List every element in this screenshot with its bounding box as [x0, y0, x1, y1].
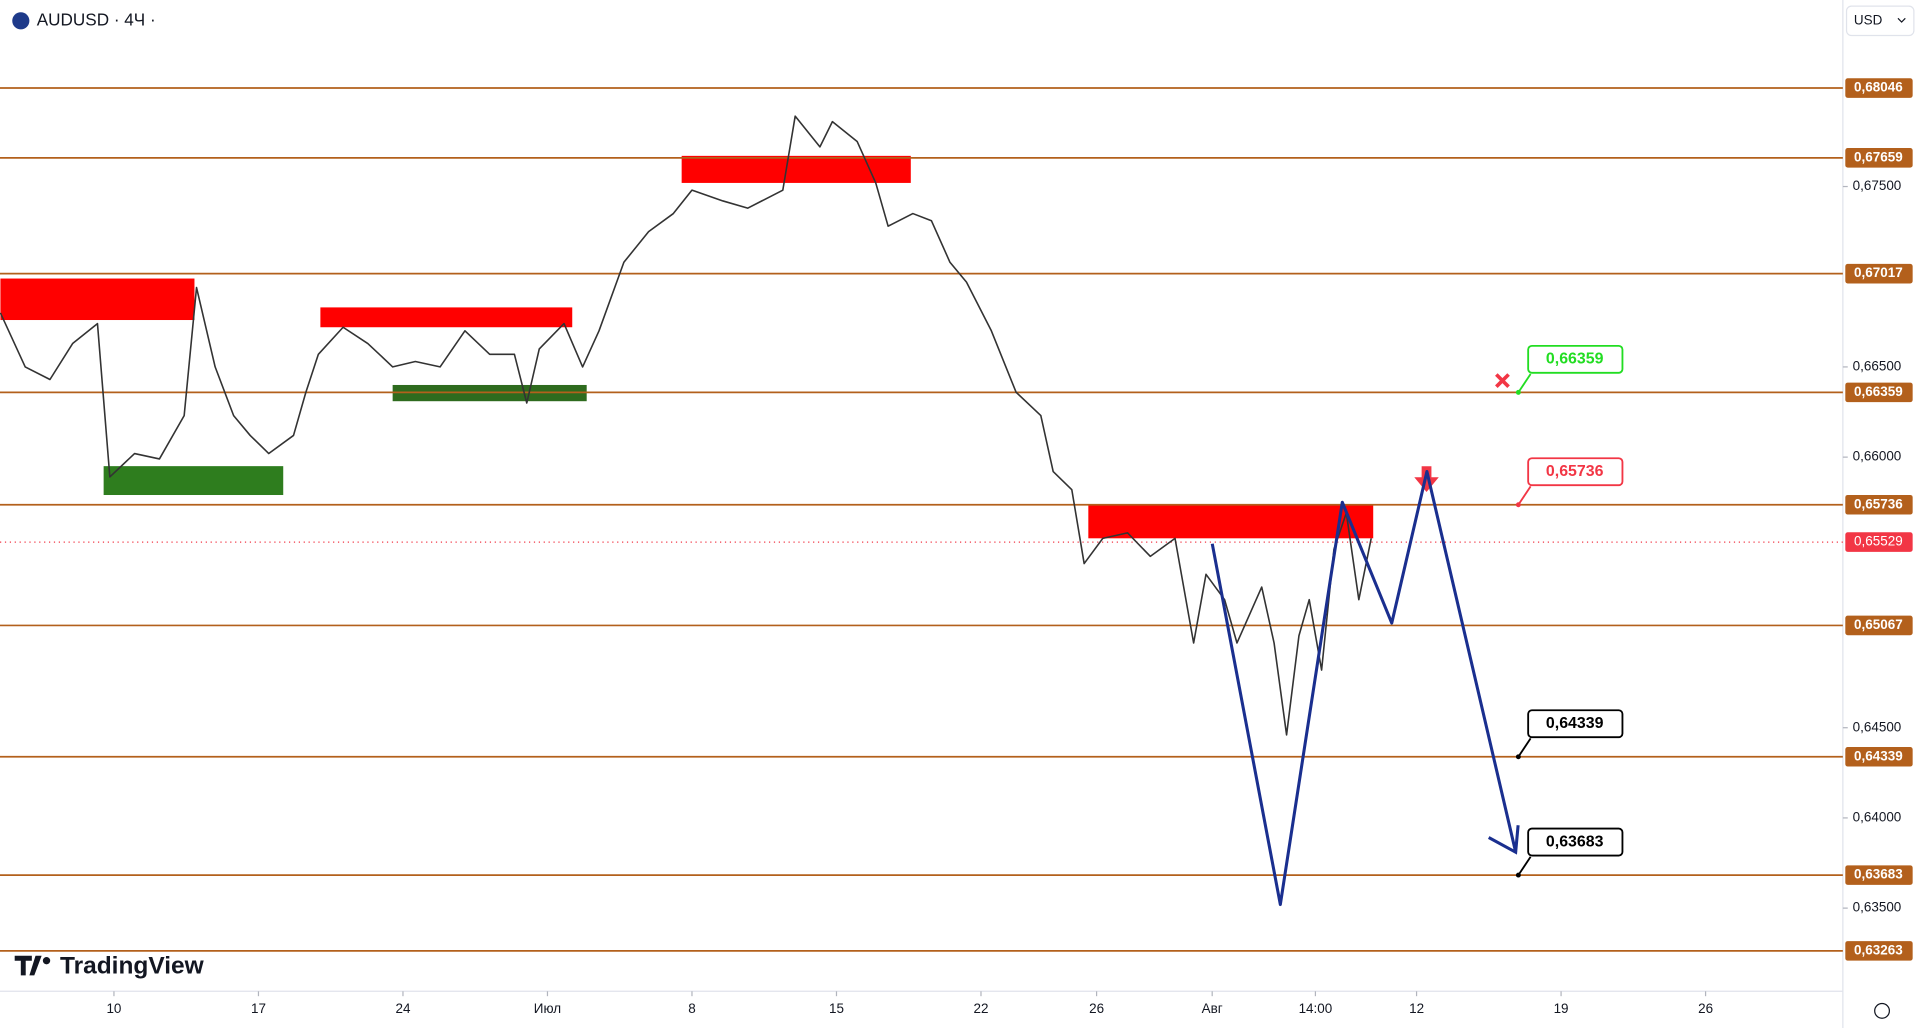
level-price-label: 0,65067 [1854, 617, 1903, 632]
currency-box[interactable] [1845, 5, 1915, 37]
level-price-label: 0,63263 [1854, 942, 1903, 957]
annotation-box [1527, 827, 1624, 857]
annotation-pointer [1517, 373, 1532, 393]
level-price-label: 0,63683 [1854, 867, 1903, 882]
x-tick-label: 8 [688, 1001, 695, 1016]
x-tick-label: 14:00 [1299, 1001, 1333, 1016]
symbol-title: AUDUSD · 4Ч · [37, 9, 156, 29]
level-price-tag [1845, 746, 1913, 767]
x-tick-label: Июл [534, 1001, 561, 1016]
level-price-label: 0,67017 [1854, 265, 1903, 280]
x-tick-label: 26 [1698, 1001, 1713, 1016]
annotation-pointer [1517, 856, 1532, 876]
zone [681, 155, 911, 183]
level-price-label: 0,64339 [1854, 748, 1903, 763]
zone [0, 278, 195, 321]
x-tick-label: 19 [1554, 1001, 1569, 1016]
settings-button[interactable] [1874, 1002, 1890, 1019]
level-price-label: 0,68046 [1854, 80, 1903, 95]
annotation-box [1527, 457, 1624, 487]
x-tick-label: 12 [1409, 1001, 1424, 1016]
level-price-label: 0,66359 [1854, 384, 1903, 399]
annotation-pointer [1517, 485, 1532, 506]
y-tick-label: 0,67500 [1853, 178, 1902, 193]
level-price-tag [1845, 78, 1913, 98]
chevron[interactable] [1897, 17, 1906, 23]
y-tick-label: 0,66500 [1853, 358, 1902, 373]
x-tick-label: 15 [829, 1001, 844, 1016]
logo-mark [14, 955, 42, 976]
level-price-label: 0,65736 [1854, 496, 1903, 511]
y-tick-label: 0,66000 [1853, 449, 1902, 464]
cross-marker [1495, 373, 1510, 389]
annotation-label: 0,65736 [1546, 463, 1604, 480]
level-price-tag [1845, 148, 1913, 168]
price-line [0, 115, 1372, 736]
level-price-label: 0,67659 [1854, 149, 1903, 164]
flag-icon [12, 12, 30, 30]
annotation-label: 0,64339 [1546, 715, 1604, 732]
level-price-tag [1845, 941, 1913, 961]
currency-label[interactable]: USD [1854, 12, 1883, 27]
y-tick-label: 0,64500 [1853, 719, 1902, 734]
y-tick-label: 0,63500 [1853, 900, 1902, 915]
zone [320, 307, 573, 328]
x-tick-label: 10 [106, 1001, 121, 1016]
current-price-label: 0,65529 [1854, 534, 1903, 549]
forecast-arrowhead [1487, 825, 1520, 855]
level-price-tag [1845, 615, 1913, 636]
level-price-tag [1845, 865, 1913, 885]
brand-logo: TradingView [14, 952, 205, 979]
x-tick-label: Авг [1202, 1001, 1223, 1016]
level-price-tag [1845, 382, 1913, 403]
annotation-box [1527, 344, 1624, 374]
brand-name: TradingView [60, 952, 205, 979]
forecast-path [1210, 470, 1518, 907]
x-tick-label: 22 [973, 1001, 988, 1016]
currency-button[interactable]: USD [1845, 5, 1915, 37]
annotation-label: 0,66359 [1546, 351, 1604, 368]
annotation-label: 0,63683 [1546, 833, 1604, 850]
y-tick-label: 0,64000 [1853, 809, 1902, 824]
x-tick-label: 17 [251, 1001, 266, 1016]
level-price-tag [1845, 263, 1913, 284]
zone [1088, 504, 1374, 539]
annotation-pointer [1517, 737, 1532, 758]
x-tick-label: 26 [1089, 1001, 1104, 1016]
x-tick-label: 24 [395, 1001, 410, 1016]
logo-dot [42, 957, 51, 965]
zone [103, 466, 284, 496]
level-price-tag [1845, 494, 1913, 515]
annotation-box [1527, 709, 1624, 739]
settings-icon[interactable] [1874, 1002, 1890, 1019]
current-price-tag [1845, 532, 1913, 552]
